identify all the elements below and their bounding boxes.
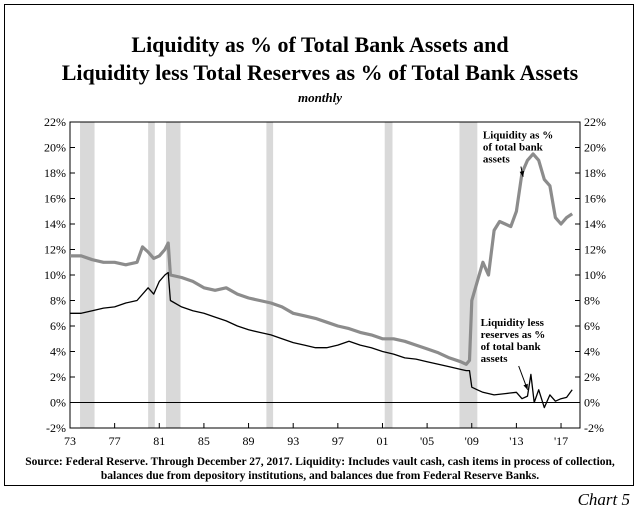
series-less-reserves-line — [70, 271, 573, 409]
annotation-text: assets — [483, 154, 511, 166]
y-tick-label-right: 4% — [584, 345, 600, 359]
chart-number-label: Chart 5 — [577, 490, 630, 509]
source-note: Source: Federal Reserve. Through Decembe… — [25, 456, 615, 482]
chart-subtitle: monthly — [297, 90, 343, 105]
x-tick-label: 89 — [243, 434, 255, 448]
x-tick-label: '09 — [465, 434, 479, 448]
y-tick-label-right: 6% — [584, 319, 600, 333]
y-tick-label-right: 2% — [584, 370, 600, 384]
recession-band — [148, 122, 155, 428]
y-tick-label-left: 20% — [44, 141, 66, 155]
y-tick-label-left: 16% — [44, 192, 66, 206]
x-tick-label: '17 — [554, 434, 568, 448]
annotation-text: of total bank — [483, 142, 544, 154]
chart-frame — [4, 4, 634, 486]
y-tick-label-left: 22% — [44, 115, 66, 129]
chart-title-line-1: Liquidity as % of Total Bank Assets and — [131, 32, 509, 57]
plot-border — [69, 121, 581, 429]
y-tick-label-right: 12% — [584, 243, 606, 257]
annotation-arrowhead — [523, 383, 528, 390]
y-tick-label-right: 0% — [584, 396, 600, 410]
annotation-text: reserves as % — [481, 329, 546, 341]
recession-band — [80, 122, 95, 428]
y-tick-label-right: 16% — [584, 192, 606, 206]
y-tick-label-left: 8% — [50, 294, 66, 308]
recession-band — [266, 122, 274, 428]
y-tick-label-left: 4% — [50, 345, 66, 359]
y-tick-label-left: 12% — [44, 243, 66, 257]
y-tick-label-left: 18% — [44, 166, 66, 180]
annotation-text: Liquidity less — [481, 317, 545, 329]
plot-area — [69, 121, 581, 429]
y-tick-label-right: 22% — [584, 115, 606, 129]
y-tick-label-right: 10% — [584, 268, 606, 282]
x-tick-label: 97 — [332, 434, 344, 448]
y-tick-label-left: 0% — [50, 396, 66, 410]
x-tick-label: '13 — [509, 434, 523, 448]
x-tick-label: 81 — [153, 434, 165, 448]
annotation-text: Liquidity as % — [483, 130, 553, 142]
annotation-text: assets — [481, 353, 509, 365]
chart-title-line-2: Liquidity less Total Reserves as % of To… — [61, 60, 579, 85]
recession-band — [384, 122, 393, 428]
x-tick-label: 85 — [198, 434, 210, 448]
y-tick-label-left: 6% — [50, 319, 66, 333]
y-tick-label-left: 14% — [44, 217, 66, 231]
annotations: Liquidity as %of total bankassetsLiquidi… — [481, 130, 553, 390]
annotation-text: of total bank — [481, 341, 542, 353]
y-tick-label-left: 2% — [50, 370, 66, 384]
y-tick-label-right: 20% — [584, 141, 606, 155]
y-tick-label-right: 18% — [584, 166, 606, 180]
series-lines — [70, 152, 574, 409]
annotation-arrowhead — [519, 170, 525, 177]
x-tick-label: 93 — [287, 434, 299, 448]
y-tick-label-left: 10% — [44, 268, 66, 282]
y-tick-label-right: 8% — [584, 294, 600, 308]
recession-band — [459, 122, 478, 428]
axis-ticks: -2% -2% 0% 0% 2% 2% 4% 4% 6% 6% 8% 8% 10% 10% 12% 12% 14… — [44, 115, 606, 448]
x-tick-label: 77 — [109, 434, 121, 448]
y-tick-label-right: -2% — [584, 421, 604, 435]
x-tick-label: 01 — [376, 434, 388, 448]
x-tick-label: '05 — [420, 434, 434, 448]
x-tick-label: 73 — [64, 434, 76, 448]
series-liquidity-line — [70, 152, 574, 366]
y-tick-label-right: 14% — [584, 217, 606, 231]
recession-bands — [80, 122, 478, 428]
y-tick-label-left: -2% — [46, 421, 66, 435]
